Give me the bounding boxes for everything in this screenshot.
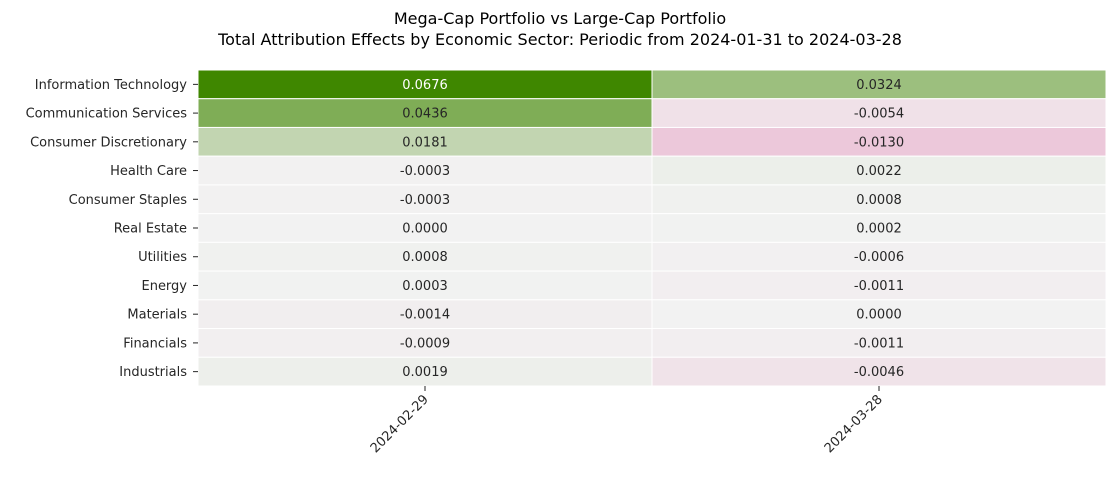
y-tick-label: Energy: [141, 279, 187, 294]
cell-value-label: -0.0006: [854, 250, 904, 265]
cell-value-label: -0.0130: [854, 135, 904, 150]
cell-value-label: 0.0676: [402, 78, 448, 93]
y-tick-label: Industrials: [119, 365, 187, 380]
cell-value-label: -0.0014: [400, 308, 450, 323]
heatmap-cell: [651, 155, 1107, 186]
y-tick-label: Materials: [127, 308, 187, 323]
cell-value-label: 0.0000: [856, 308, 902, 323]
y-tick-label: Information Technology: [35, 78, 188, 93]
x-tick-label: 2024-03-28: [822, 392, 886, 456]
heatmap-cell: [651, 241, 1107, 272]
heatmap-cell: [197, 356, 653, 387]
cell-value-label: 0.0008: [402, 250, 448, 265]
heatmap-cell: [651, 356, 1107, 387]
cell-value-label: 0.0324: [856, 78, 902, 93]
heatmap-cell: [651, 184, 1107, 215]
heatmap-cell: [197, 328, 653, 358]
chart-title: Mega-Cap Portfolio vs Large-Cap Portfoli…: [394, 9, 726, 28]
cell-value-label: 0.0000: [402, 222, 448, 237]
cell-value-label: 0.0022: [856, 164, 902, 179]
heatmap-cell: [651, 126, 1107, 157]
heatmap-cell: [651, 98, 1107, 128]
cell-value-label: -0.0009: [400, 336, 450, 351]
x-axis-labels: 2024-02-29 2024-03-28: [368, 386, 886, 456]
cell-value-label: -0.0003: [400, 164, 450, 179]
y-tick-label: Communication Services: [26, 107, 188, 122]
chart-subtitle: Total Attribution Effects by Economic Se…: [217, 30, 902, 49]
y-tick-label: Health Care: [110, 164, 187, 179]
cell-value-label: 0.0008: [856, 193, 902, 208]
cell-value-label: -0.0003: [400, 193, 450, 208]
y-tick-label: Utilities: [138, 250, 187, 265]
cell-value-label: 0.0003: [402, 279, 448, 294]
cell-value-label: -0.0011: [854, 279, 904, 294]
cell-value-label: -0.0046: [854, 365, 904, 380]
heatmap-cell: [651, 328, 1107, 358]
heatmap-cell: [197, 98, 653, 128]
cell-value-label: 0.0019: [402, 365, 448, 380]
cell-value-label: 0.0002: [856, 222, 902, 237]
y-tick-label: Financials: [123, 336, 187, 351]
heatmap-cell: [651, 299, 1107, 330]
heatmap-cells: 0.0676 0.0324 0.0436 -0.0054 0.0181 -0.0130 -0…: [197, 69, 1107, 387]
cell-value-label: -0.0011: [854, 336, 904, 351]
heatmap-cell: [197, 69, 653, 100]
heatmap-cell: [651, 213, 1107, 243]
y-tick-label: Consumer Discretionary: [30, 135, 187, 150]
cell-value-label: 0.0436: [402, 107, 448, 122]
heatmap-cell: [651, 69, 1107, 100]
y-tick-label: Real Estate: [114, 222, 187, 237]
cell-value-label: -0.0054: [854, 107, 904, 122]
heatmap-cell: [651, 270, 1107, 301]
y-tick-label: Consumer Staples: [69, 193, 188, 208]
cell-value-label: 0.0181: [402, 135, 448, 150]
y-axis-labels: Information Technology Communication Serv…: [26, 78, 198, 380]
x-tick-label: 2024-02-29: [368, 392, 432, 456]
